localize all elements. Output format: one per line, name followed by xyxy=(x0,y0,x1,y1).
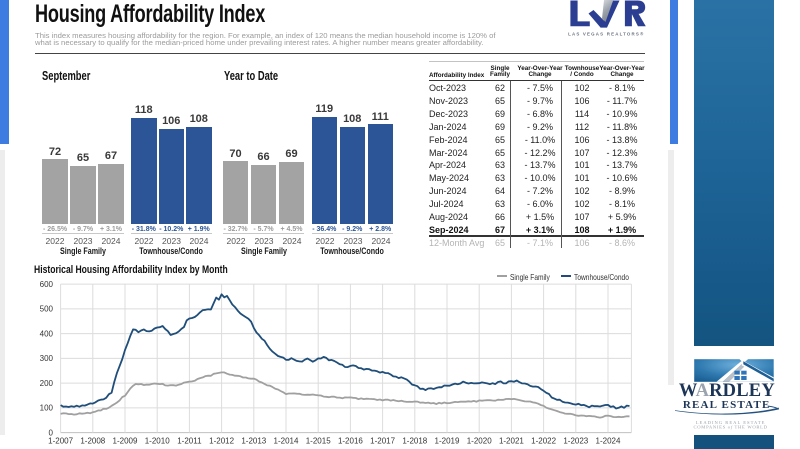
svg-text:1-2019: 1-2019 xyxy=(435,437,460,446)
svg-text:1-2017: 1-2017 xyxy=(370,437,395,446)
svg-text:LEADING REAL ESTATE: LEADING REAL ESTATE xyxy=(696,420,766,425)
svg-text:200: 200 xyxy=(40,379,54,388)
svg-text:400: 400 xyxy=(40,329,54,338)
svg-text:300: 300 xyxy=(40,354,54,363)
svg-text:1-2024: 1-2024 xyxy=(596,437,621,446)
svg-text:1-2013: 1-2013 xyxy=(241,437,266,446)
svg-text:100: 100 xyxy=(40,404,54,413)
svg-text:LAS VEGAS REALTORS®: LAS VEGAS REALTORS® xyxy=(568,31,644,36)
svg-text:0: 0 xyxy=(49,428,54,437)
svg-text:WARDLEY: WARDLEY xyxy=(679,381,775,401)
svg-text:1-2020: 1-2020 xyxy=(467,437,492,446)
svg-text:1-2011: 1-2011 xyxy=(177,437,202,446)
svg-text:1-2014: 1-2014 xyxy=(274,437,299,446)
svg-text:1-2009: 1-2009 xyxy=(113,437,138,446)
svg-text:1-2023: 1-2023 xyxy=(563,437,588,446)
svg-text:1-2021: 1-2021 xyxy=(499,437,524,446)
svg-text:1-2010: 1-2010 xyxy=(145,437,170,446)
svg-text:1-2016: 1-2016 xyxy=(338,437,363,446)
svg-text:1-2015: 1-2015 xyxy=(306,437,331,446)
svg-text:1-2012: 1-2012 xyxy=(209,437,234,446)
svg-text:500: 500 xyxy=(40,305,54,314)
svg-text:1-2007: 1-2007 xyxy=(48,437,73,446)
svg-text:1-2008: 1-2008 xyxy=(80,437,105,446)
svg-text:600: 600 xyxy=(40,280,54,289)
svg-text:REAL ESTATE: REAL ESTATE xyxy=(683,399,771,411)
svg-text:1-2018: 1-2018 xyxy=(402,437,427,446)
svg-text:COMPANIES of THE WORLD: COMPANIES of THE WORLD xyxy=(694,425,768,430)
svg-text:1-2022: 1-2022 xyxy=(531,437,556,446)
